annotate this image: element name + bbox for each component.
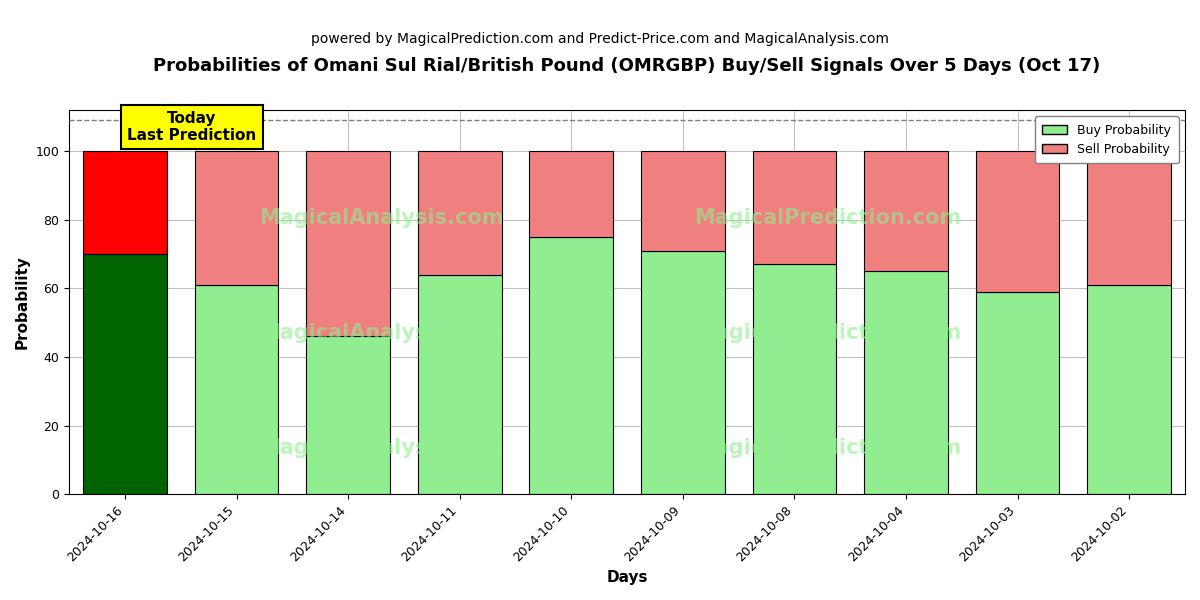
Text: MagicalPrediction.com: MagicalPrediction.com <box>695 438 961 458</box>
Text: Today
Last Prediction: Today Last Prediction <box>127 111 257 143</box>
Text: MagicalAnalysis.com: MagicalAnalysis.com <box>259 438 504 458</box>
Bar <box>418 151 502 275</box>
X-axis label: Days: Days <box>606 570 648 585</box>
Text: MagicalAnalysis.com: MagicalAnalysis.com <box>259 323 504 343</box>
Text: MagicalPrediction.com: MagicalPrediction.com <box>695 323 961 343</box>
Bar <box>83 151 167 254</box>
Bar <box>641 251 725 494</box>
Bar <box>83 254 167 494</box>
Bar <box>306 337 390 494</box>
Legend: Buy Probability, Sell Probability: Buy Probability, Sell Probability <box>1034 116 1178 163</box>
Bar <box>529 151 613 237</box>
Bar <box>1087 151 1171 285</box>
Bar <box>976 151 1060 292</box>
Text: powered by MagicalPrediction.com and Predict-Price.com and MagicalAnalysis.com: powered by MagicalPrediction.com and Pre… <box>311 32 889 46</box>
Bar <box>641 151 725 251</box>
Title: Probabilities of Omani Sul Rial/British Pound (OMRGBP) Buy/Sell Signals Over 5 D: Probabilities of Omani Sul Rial/British … <box>154 57 1100 75</box>
Bar <box>1087 285 1171 494</box>
Bar <box>418 275 502 494</box>
Bar <box>976 292 1060 494</box>
Bar <box>529 237 613 494</box>
Text: MagicalPrediction.com: MagicalPrediction.com <box>695 208 961 227</box>
Bar <box>194 151 278 285</box>
Bar <box>752 151 836 265</box>
Text: MagicalAnalysis.com: MagicalAnalysis.com <box>259 208 504 227</box>
Bar <box>306 151 390 337</box>
Bar <box>864 151 948 271</box>
Bar <box>194 285 278 494</box>
Y-axis label: Probability: Probability <box>16 255 30 349</box>
Bar <box>752 265 836 494</box>
Bar <box>864 271 948 494</box>
